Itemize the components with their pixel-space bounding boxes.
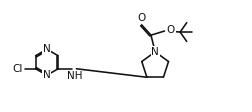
Text: Cl: Cl: [12, 64, 22, 74]
Text: N: N: [151, 47, 159, 57]
Text: N: N: [43, 70, 51, 80]
Text: N: N: [43, 44, 51, 54]
Text: O: O: [167, 25, 175, 35]
Text: NH: NH: [67, 71, 83, 81]
Text: O: O: [138, 13, 146, 23]
